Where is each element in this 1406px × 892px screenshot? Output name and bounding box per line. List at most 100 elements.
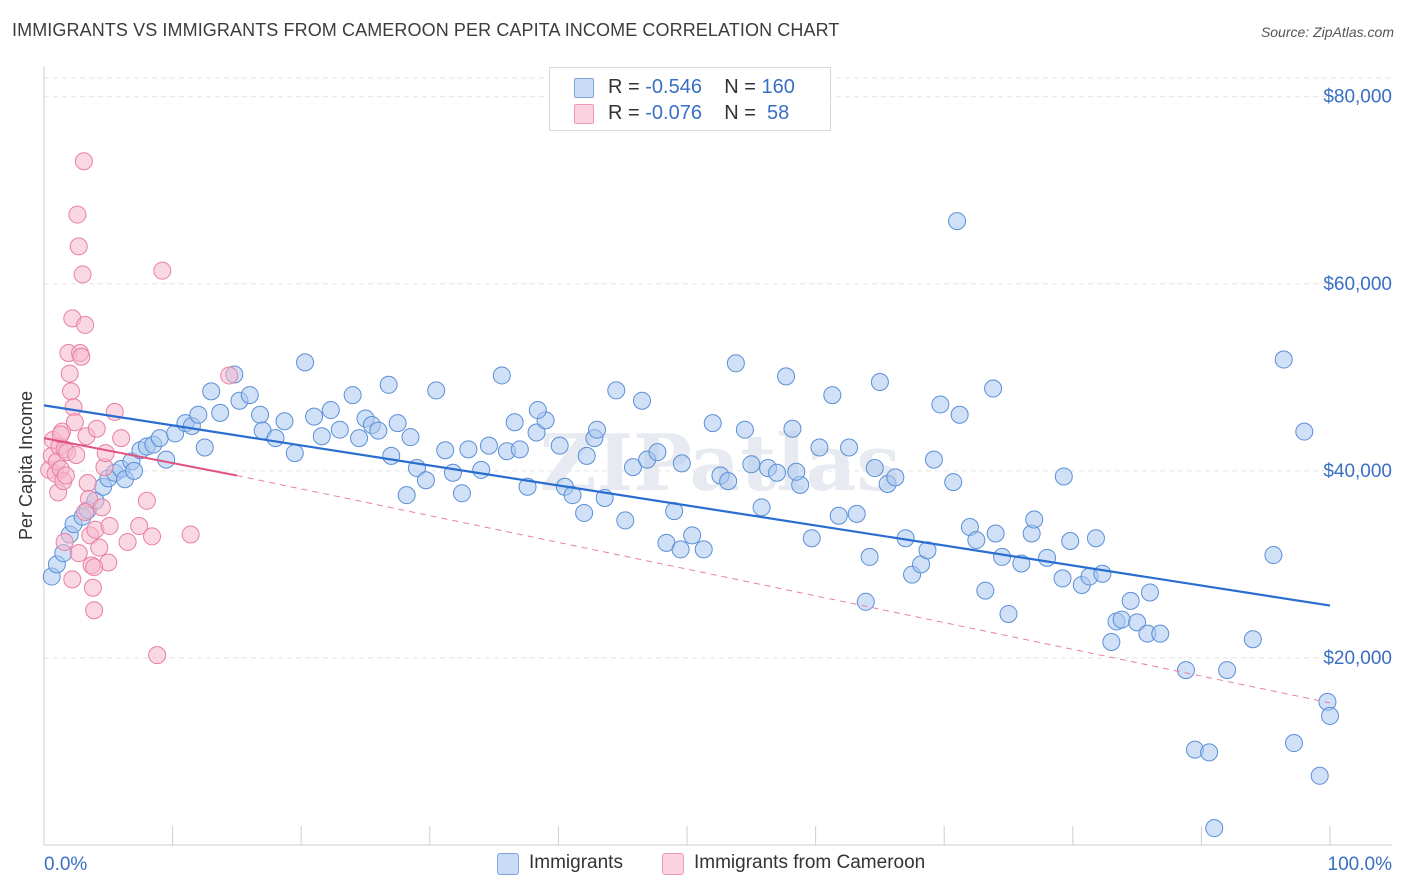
immigrants-point [369, 421, 388, 440]
immigrants-point [436, 441, 455, 460]
immigrants-point [986, 524, 1005, 543]
immigrants-point [1053, 569, 1072, 588]
immigrants-point [305, 407, 324, 426]
immigrants-point [1140, 583, 1159, 602]
immigrants-point [1112, 610, 1131, 629]
immigrants-point [787, 462, 806, 481]
immigrants-point [1295, 422, 1314, 441]
immigrants-point [443, 463, 462, 482]
immigrants-point [944, 473, 963, 492]
immigrants-point [275, 412, 294, 431]
immigrants-point [150, 429, 169, 448]
immigrants-point [967, 531, 986, 550]
immigrants-point [856, 592, 875, 611]
immigrants-legend-swatch [497, 853, 519, 875]
immigrants-swatch [574, 78, 594, 98]
immigrants-point [343, 386, 362, 405]
immigrants-point [397, 486, 416, 505]
immigrants-point [189, 405, 208, 424]
immigrants-point [1128, 613, 1147, 632]
immigrants-point [1205, 819, 1224, 838]
y-tick-label: $20,000 [1323, 648, 1392, 669]
immigrants-point [768, 463, 787, 482]
immigrants-point [240, 386, 259, 405]
immigrants-point [860, 547, 879, 566]
immigrants-point [528, 401, 547, 420]
r-value: -0.076 [645, 102, 702, 124]
cameroon-point [181, 525, 200, 544]
immigrants-point [810, 438, 829, 457]
cameroon-point [76, 503, 95, 522]
immigrants-point [847, 504, 866, 523]
immigrants-point [1310, 766, 1329, 785]
cameroon-point [85, 558, 104, 577]
immigrants-point [587, 420, 606, 439]
cameroon-swatch [574, 104, 594, 124]
immigrants-point [886, 468, 905, 487]
immigrants-point [382, 446, 401, 465]
immigrants-point [416, 471, 435, 490]
immigrants-point [1025, 510, 1044, 529]
stats-legend: R = -0.546 N = 160 R = -0.076 N = 58 [549, 67, 831, 131]
cameroon-point [64, 398, 83, 417]
immigrants-point [350, 429, 369, 448]
y-tick-label: $80,000 [1323, 87, 1392, 108]
immigrants-point [752, 498, 771, 517]
immigrants-point [1284, 734, 1303, 753]
cameroon-point [69, 237, 88, 256]
immigrants-point [321, 401, 340, 420]
immigrants-point [1176, 661, 1195, 680]
immigrants-point [452, 484, 471, 503]
immigrants-point [607, 381, 626, 400]
immigrants-point [694, 540, 713, 559]
cameroon-point [92, 498, 111, 517]
immigrants-point [742, 455, 761, 474]
immigrants-point [1038, 548, 1057, 567]
immigrants-point [783, 419, 802, 438]
immigrants-point [575, 503, 594, 522]
immigrants-point [719, 472, 738, 491]
immigrants-point [999, 604, 1018, 623]
immigrants-point [931, 395, 950, 414]
immigrants-point [735, 420, 754, 439]
immigrants-point [984, 379, 1003, 398]
cameroon-point [55, 532, 74, 551]
immigrants-point [648, 443, 667, 462]
cameroon-point [65, 413, 84, 432]
immigrants-point [726, 354, 745, 373]
cameroon-point [67, 445, 86, 464]
immigrants-point [202, 382, 221, 401]
immigrants-point [296, 353, 315, 372]
immigrants-point [285, 444, 304, 463]
chart-title: IMMIGRANTS VS IMMIGRANTS FROM CAMEROON P… [12, 20, 840, 40]
cameroon-point [76, 315, 95, 334]
immigrants-point [157, 450, 176, 469]
r-label: R = [608, 76, 646, 98]
immigrants-point [1321, 706, 1339, 725]
immigrants-point [1200, 743, 1219, 762]
n-label: N = [724, 102, 762, 124]
immigrants-point [948, 212, 967, 231]
immigrants-point [577, 446, 596, 465]
immigrants-point [672, 454, 691, 473]
immigrants-point [802, 529, 821, 548]
y-tick-label: $40,000 [1323, 461, 1392, 482]
immigrants-point [993, 547, 1012, 566]
immigrants-point [1102, 633, 1121, 652]
immigrants-point [840, 438, 859, 457]
x-tick-label: 100.0% [1328, 854, 1393, 875]
immigrants-point [195, 438, 214, 457]
immigrants-point [518, 477, 537, 496]
cameroon-point [83, 578, 102, 597]
cameroon-point [87, 419, 106, 438]
immigrants-point [505, 413, 524, 432]
immigrants-point [510, 440, 529, 459]
immigrants-point [1093, 564, 1112, 583]
immigrants-point [401, 428, 420, 447]
immigrants-point [492, 366, 511, 385]
cameroon-point [96, 444, 115, 463]
cameroon-point [112, 429, 131, 448]
cameroon-point [90, 538, 109, 557]
cameroon-point [72, 347, 91, 366]
cameroon-point [148, 646, 167, 665]
